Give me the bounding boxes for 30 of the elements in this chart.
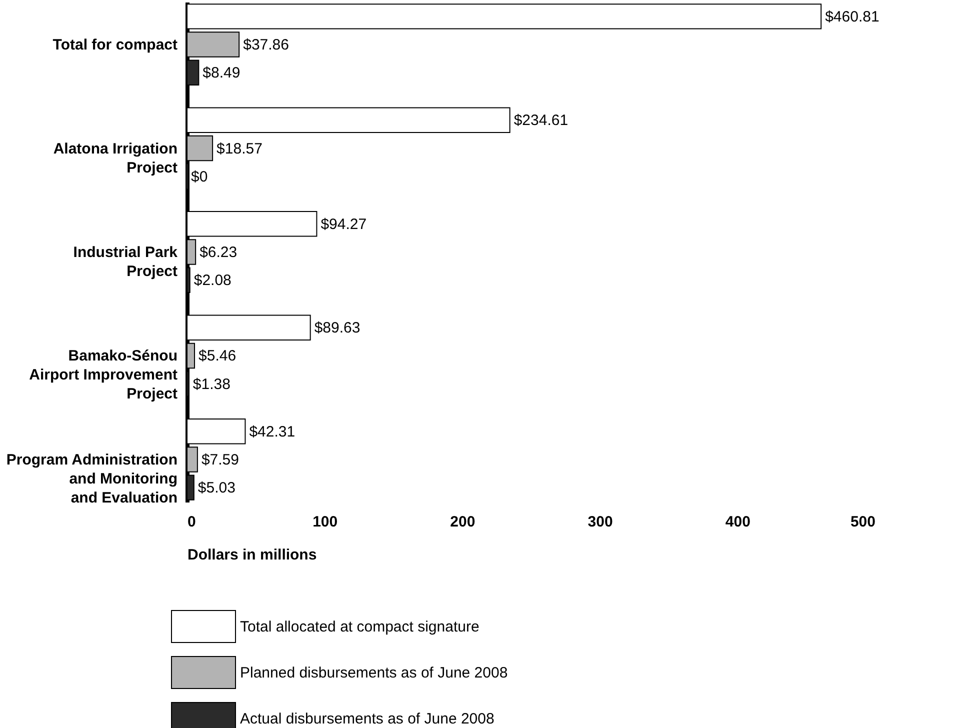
y-tick-label: Alatona Irrigation Project [53, 140, 178, 176]
x-tick-label: 300 [588, 514, 613, 530]
data-label: $460.81 [825, 8, 880, 26]
x-tick-label: 0 [188, 514, 196, 530]
data-label: $37.86 [243, 36, 289, 54]
y-tick-label: Program Administration and Monitoring and Evaluation [6, 451, 178, 506]
data-label: $5.46 [198, 348, 236, 365]
x-tick-label: 500 [850, 514, 876, 530]
legend-label: Planned disbursements as of June 2008 [240, 664, 508, 682]
data-label: $89.63 [314, 320, 360, 337]
x-tick-label: 400 [725, 514, 750, 530]
data-label: $18.57 [216, 140, 262, 158]
data-label: $94.27 [320, 216, 367, 233]
data-label: $5.03 [198, 480, 236, 497]
x-tick-label: 200 [450, 514, 476, 530]
data-label: $0 [191, 168, 208, 186]
data-label: $42.31 [249, 423, 296, 440]
legend-label: Actual disbursements as of June 2008 [240, 710, 494, 728]
y-tick-label: Industrial Park Project [73, 244, 178, 280]
x-axis-title: Dollars in millions [188, 546, 317, 564]
data-label: $2.08 [194, 272, 232, 290]
x-tick-label: 100 [312, 514, 338, 530]
y-tick-label: Total for compact [52, 36, 178, 54]
data-label: $234.61 [514, 112, 568, 130]
data-label: $8.49 [202, 64, 240, 82]
data-label: $7.59 [201, 451, 239, 468]
y-tick-label: Bamako-Sénou Airport Improvement Project [29, 348, 178, 403]
data-label: $6.23 [200, 244, 238, 261]
legend-label: Total allocated at compact signature [240, 618, 480, 636]
data-label: $1.38 [192, 376, 230, 393]
